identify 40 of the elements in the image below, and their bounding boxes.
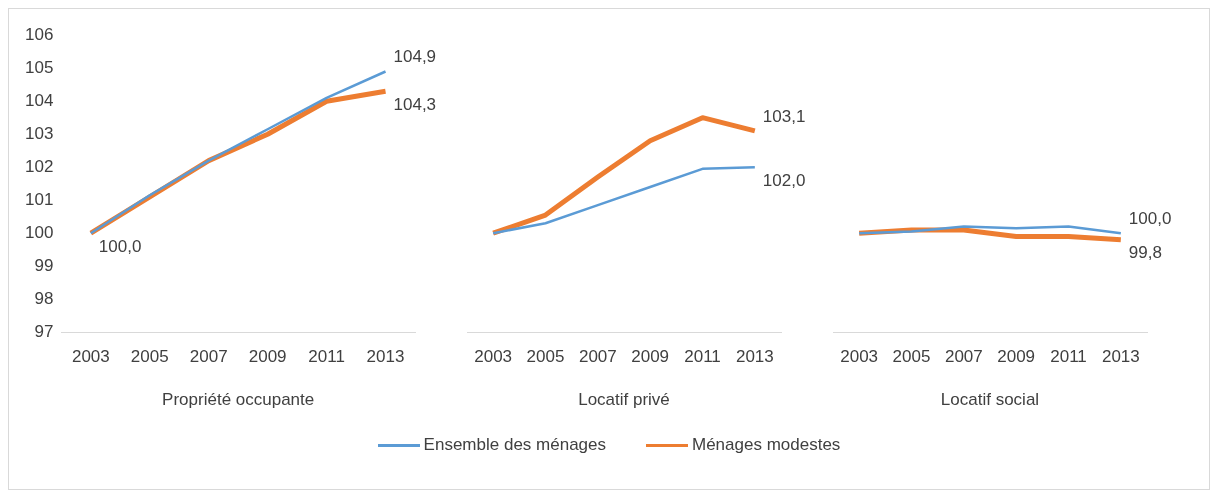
y-tick-label: 102 — [24, 156, 54, 176]
x-tick-label: 2011 — [1050, 347, 1087, 367]
x-tick-label: 2013 — [735, 347, 774, 367]
y-tick-label: 105 — [24, 57, 54, 77]
y-tick-label: 106 — [24, 24, 54, 44]
data-label: 100,0 — [98, 236, 142, 256]
data-label: 103,1 — [762, 106, 806, 126]
x-tick-label: 2007 — [944, 347, 983, 367]
data-label: 100,0 — [1128, 208, 1172, 228]
x-tick-label: 2009 — [997, 347, 1036, 367]
legend-label: Ensemble des ménages — [423, 435, 606, 455]
x-tick-label: 2003 — [71, 347, 110, 367]
y-tick-label: 98 — [34, 288, 54, 308]
x-axis-title: Locatif privé — [578, 390, 670, 410]
x-tick-label: 2013 — [1101, 347, 1140, 367]
legend-label: Ménages modestes — [692, 435, 841, 455]
x-tick-label: 2013 — [366, 347, 405, 367]
x-tick-label: 2007 — [578, 347, 617, 367]
data-label: 102,0 — [762, 170, 806, 190]
y-tick-label: 101 — [24, 189, 54, 209]
x-tick-label: 2007 — [189, 347, 228, 367]
y-tick-label: 97 — [34, 321, 54, 341]
x-tick-label: 2005 — [526, 347, 565, 367]
x-axis-title: Propriété occupante — [162, 390, 315, 410]
x-tick-label: 2003 — [474, 347, 513, 367]
y-tick-label: 99 — [34, 255, 54, 275]
x-tick-label: 2005 — [130, 347, 169, 367]
x-tick-label: 2009 — [631, 347, 670, 367]
y-tick-label: 100 — [24, 222, 54, 242]
x-tick-label: 2009 — [248, 347, 287, 367]
x-tick-label: 2003 — [840, 347, 879, 367]
y-tick-label: 103 — [24, 123, 54, 143]
x-tick-label: 2011 — [308, 347, 345, 367]
data-label: 99,8 — [1128, 243, 1162, 263]
x-tick-label: 2011 — [684, 347, 721, 367]
data-label: 104,9 — [393, 47, 437, 67]
data-label: 104,3 — [393, 94, 437, 114]
x-axis-title: Locatif social — [940, 390, 1040, 410]
y-tick-label: 104 — [24, 90, 54, 110]
x-tick-label: 2005 — [892, 347, 931, 367]
